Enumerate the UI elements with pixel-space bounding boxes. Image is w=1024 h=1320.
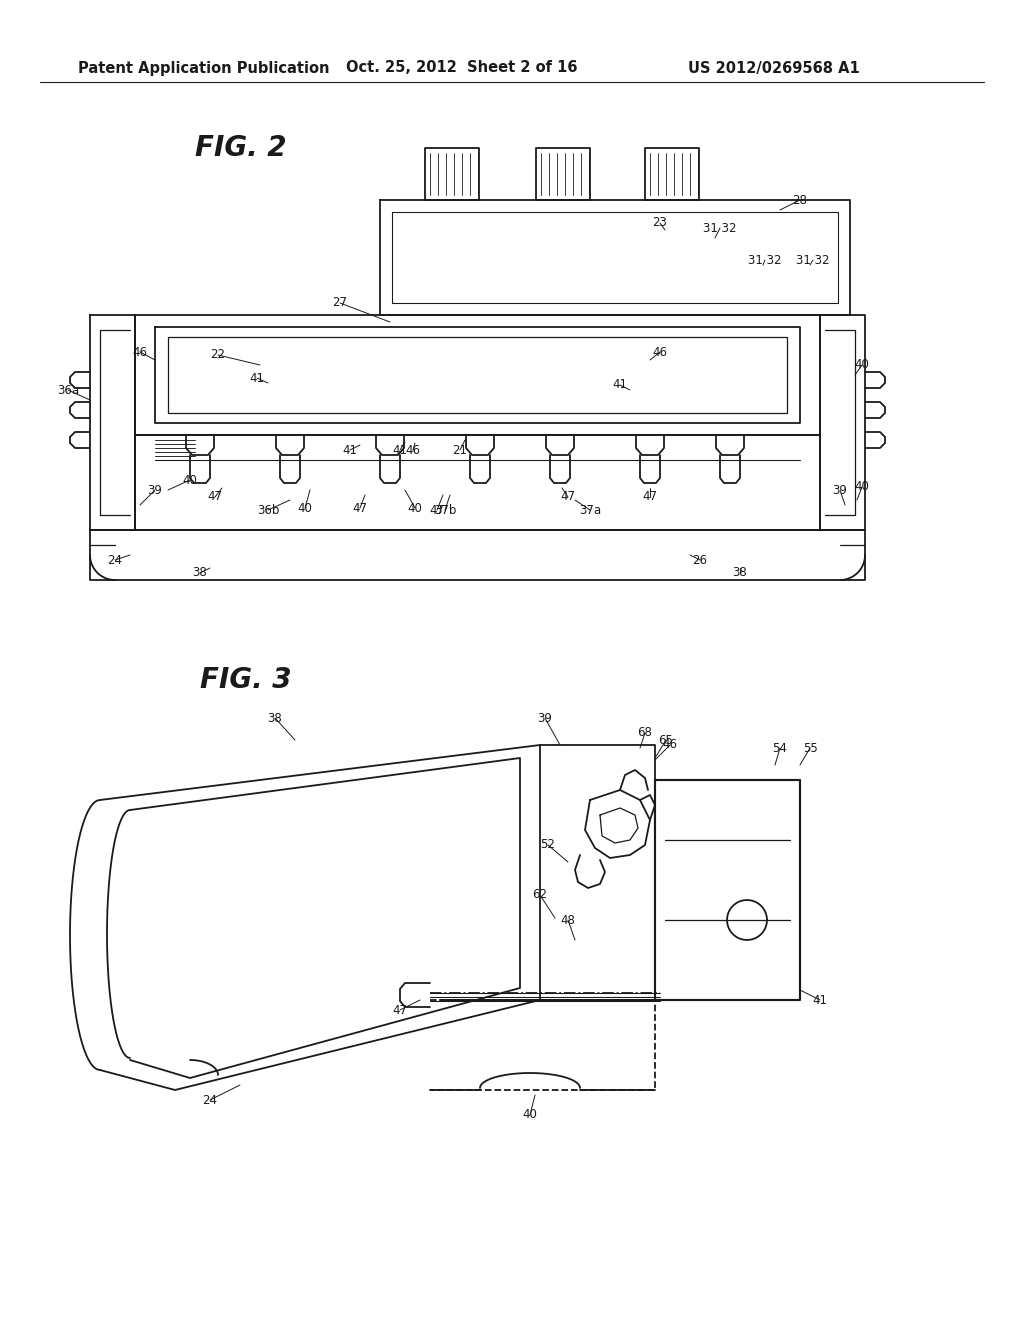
Text: 36b: 36b (257, 503, 280, 516)
Text: Oct. 25, 2012  Sheet 2 of 16: Oct. 25, 2012 Sheet 2 of 16 (346, 61, 578, 75)
Text: 40: 40 (182, 474, 198, 487)
Text: 47: 47 (642, 491, 657, 503)
Text: 27: 27 (333, 297, 347, 309)
Text: 47: 47 (429, 503, 444, 516)
Text: 41: 41 (392, 444, 408, 457)
Text: 40: 40 (522, 1109, 538, 1122)
Text: 46: 46 (406, 444, 421, 457)
Text: 54: 54 (772, 742, 787, 755)
Text: 31 32: 31 32 (797, 253, 829, 267)
Text: 55: 55 (803, 742, 817, 755)
Text: 21: 21 (453, 444, 468, 457)
Text: 41: 41 (342, 444, 357, 457)
Text: 40: 40 (408, 502, 423, 515)
Text: 23: 23 (652, 216, 668, 230)
Text: 41: 41 (612, 379, 628, 392)
Text: 31 32: 31 32 (749, 253, 781, 267)
Text: 46: 46 (132, 346, 147, 359)
Text: 47: 47 (560, 491, 575, 503)
Text: 39: 39 (538, 711, 552, 725)
Text: 40: 40 (855, 359, 869, 371)
Text: 37b: 37b (434, 503, 456, 516)
Text: 41: 41 (250, 371, 264, 384)
Text: 40: 40 (855, 480, 869, 494)
Text: 40: 40 (298, 502, 312, 515)
Text: 37a: 37a (579, 503, 601, 516)
Text: 24: 24 (108, 553, 123, 566)
Text: 39: 39 (833, 483, 848, 496)
Text: FIG. 3: FIG. 3 (200, 667, 292, 694)
Text: 46: 46 (652, 346, 668, 359)
Text: 36a: 36a (57, 384, 79, 396)
Text: 26: 26 (692, 553, 708, 566)
Text: 22: 22 (211, 348, 225, 362)
Text: 47: 47 (352, 502, 368, 515)
Text: 46: 46 (663, 738, 678, 751)
Text: 38: 38 (732, 566, 748, 579)
Text: 39: 39 (147, 483, 163, 496)
Text: US 2012/0269568 A1: US 2012/0269568 A1 (688, 61, 860, 75)
Text: 38: 38 (193, 566, 208, 579)
Text: Patent Application Publication: Patent Application Publication (78, 61, 330, 75)
Text: 62: 62 (532, 888, 548, 902)
Text: 68: 68 (638, 726, 652, 739)
Text: 52: 52 (541, 838, 555, 851)
Text: 65: 65 (658, 734, 674, 747)
Text: 24: 24 (203, 1093, 217, 1106)
Text: 48: 48 (560, 913, 575, 927)
Text: 47: 47 (392, 1003, 408, 1016)
Text: FIG. 2: FIG. 2 (195, 135, 287, 162)
Text: 28: 28 (793, 194, 808, 206)
Text: 41: 41 (812, 994, 827, 1006)
Text: 47: 47 (208, 491, 222, 503)
Text: 31 32: 31 32 (703, 222, 736, 235)
Text: 38: 38 (267, 711, 283, 725)
